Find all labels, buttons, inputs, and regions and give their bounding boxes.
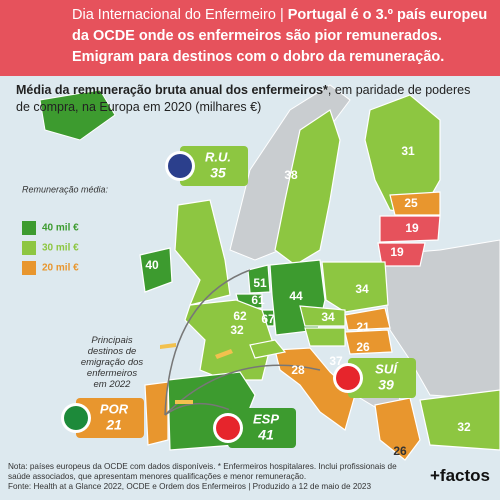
country-value: 34 [355, 282, 369, 296]
subtitle-bold: Média da remuneração bruta anual dos enf… [16, 83, 328, 97]
flag-inner [336, 366, 360, 390]
country [274, 109, 341, 266]
country-value: 37 [329, 354, 343, 368]
callout-label: ESP [253, 411, 279, 426]
subtitle: Média da remuneração bruta anual dos enf… [16, 82, 486, 116]
legend-swatch [22, 221, 36, 235]
country [377, 242, 426, 267]
country-value: 38 [284, 168, 298, 182]
country [139, 247, 173, 293]
legend-label: 20 mil € [42, 263, 79, 274]
country-value: 28 [291, 363, 305, 377]
country [389, 191, 441, 216]
flag-inner [216, 416, 240, 440]
callout-box [348, 358, 416, 398]
footer: Nota: países europeus da OCDE com dados … [8, 462, 418, 492]
country [144, 381, 169, 446]
country-value: 44 [289, 289, 303, 303]
callout-label: R.U. [205, 149, 231, 164]
country [247, 264, 271, 294]
note: Nota: países europeus da OCDE com dados … [8, 462, 397, 481]
country [321, 261, 389, 313]
country-value: 26 [356, 340, 370, 354]
legend-swatch [22, 261, 36, 275]
country-value: 32 [457, 420, 471, 434]
callout-label: SUÍ [375, 361, 399, 376]
country-value: 62 [233, 309, 247, 323]
country-value: 67 [261, 312, 275, 326]
country [174, 199, 231, 306]
country-value: 31 [401, 144, 415, 158]
callout-box [180, 146, 248, 186]
country [379, 215, 441, 243]
legend-swatch [22, 241, 36, 255]
headline: Portugal é o 3.º país europeu da OCDE on… [72, 7, 488, 65]
country [249, 339, 287, 359]
country-value: 26 [393, 444, 407, 458]
country [299, 305, 346, 327]
country-value: 25 [404, 196, 418, 210]
callout-value: 35 [210, 165, 226, 181]
country [304, 327, 346, 347]
subtitle-rest: , em paridade de poderes de compra, na E… [16, 83, 471, 114]
callout-value: 41 [257, 427, 274, 443]
country-value: 40 [145, 258, 159, 272]
annotation: Principais destinos de emigração dos enferm… [81, 335, 144, 390]
country-value: 61 [251, 293, 265, 307]
legend-label: 40 mil € [42, 223, 79, 234]
callout-label: POR [100, 401, 129, 416]
flag-inner [168, 154, 192, 178]
header-lead: Dia Internacional do Enfermeiro | [72, 7, 288, 23]
callout-box [228, 408, 296, 448]
country-value: 34 [321, 310, 335, 324]
legend-label: 30 mil € [42, 243, 79, 254]
country [374, 397, 421, 461]
logo: +factos [430, 466, 490, 485]
callout-box [76, 398, 144, 438]
country [274, 347, 356, 431]
country [344, 307, 391, 331]
callout-value: 39 [378, 377, 394, 393]
country [344, 329, 393, 355]
country-value: 51 [253, 276, 267, 290]
country-value: 19 [405, 221, 419, 235]
header: Dia Internacional do Enfermeiro | Portug… [0, 0, 500, 76]
country-value: 32 [230, 323, 244, 337]
callout-value: 21 [105, 417, 122, 433]
country [419, 389, 500, 451]
country-value: 19 [390, 245, 404, 259]
source: Fonte: Health at a Glance 2022, OCDE e O… [8, 482, 372, 491]
country-value: 21 [356, 320, 370, 334]
legend-title: Remuneração média: [22, 184, 109, 194]
flag-inner [64, 406, 88, 430]
